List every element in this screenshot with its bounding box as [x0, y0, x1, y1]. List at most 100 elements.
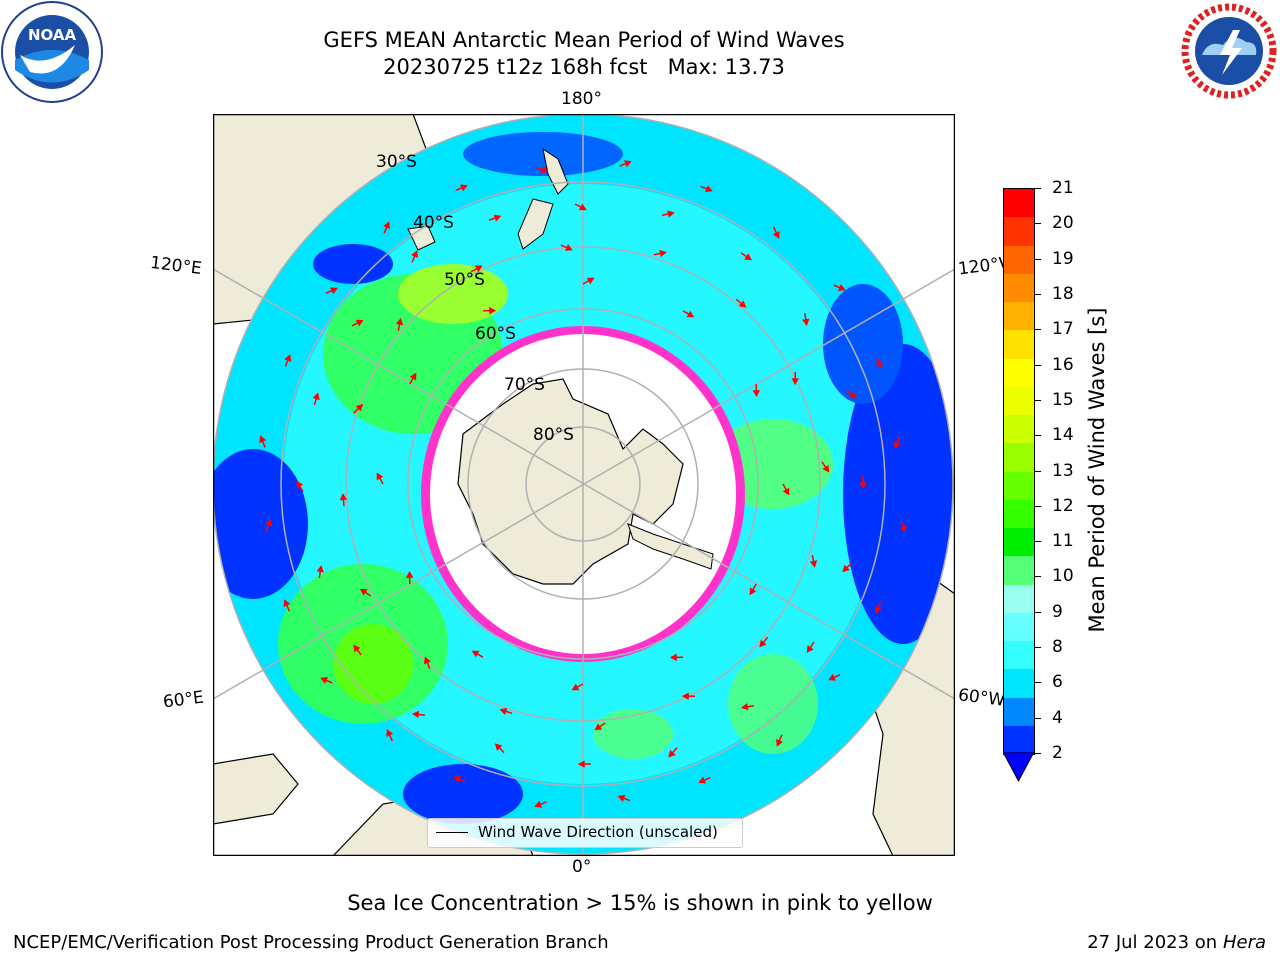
nws-logo — [1181, 3, 1277, 99]
colorbar-tick-label: 21 — [1052, 178, 1074, 198]
colorbar-segment — [1004, 528, 1034, 557]
wind-arrow-head — [776, 738, 783, 747]
lon-label-60w: 60°W — [956, 685, 1006, 711]
wind-arrow-head — [659, 249, 667, 258]
wind-arrow-head — [837, 284, 846, 291]
wind-arrow-head — [667, 210, 675, 218]
colorbar-segment — [1004, 245, 1034, 275]
wind-arrow-head — [802, 318, 810, 326]
wind-arrow-head — [806, 645, 814, 653]
wind-arrow-head — [284, 354, 292, 362]
wind-arrow-head — [623, 160, 632, 168]
colorbar-tick-mark — [1034, 293, 1041, 295]
wind-arrow-head — [571, 683, 580, 691]
wind-arrow-head — [283, 599, 291, 608]
colorbar-tick-mark — [1034, 753, 1041, 754]
wind-arrow-head — [330, 287, 338, 295]
wind-arrow-head — [376, 472, 384, 481]
wind-arrow-head — [565, 244, 573, 251]
colorbar-tick-label: 10 — [1052, 566, 1074, 587]
colorbar-segment — [1004, 584, 1034, 614]
madagascar-land — [213, 753, 299, 825]
chart-title-line1: GEFS MEAN Antarctic Mean Period of Wind … — [323, 28, 845, 52]
colorbar-tick-mark — [1034, 541, 1041, 543]
lon-label-0: 0° — [572, 857, 592, 877]
wind-arrow-head — [668, 749, 676, 758]
colorbar-segment — [1004, 499, 1034, 529]
wind-arrow-head — [828, 673, 836, 681]
wind-arrow-head — [772, 231, 780, 239]
wind-arrow-head — [617, 794, 626, 802]
wind-arrow-head — [540, 166, 549, 174]
wind-arrow-head — [534, 800, 543, 808]
colorbar-tick-label: 6 — [1052, 672, 1063, 693]
wind-arrow-head — [749, 587, 757, 596]
colorbar-tick-mark — [1034, 647, 1041, 649]
colorbar-segment — [1004, 443, 1034, 472]
colorbar-tick-label: 4 — [1052, 707, 1063, 728]
colorbar-tick-mark — [1034, 188, 1041, 189]
wind-arrow-head — [738, 300, 747, 308]
wind-arrow-head — [809, 560, 818, 568]
colorbar-segment — [1004, 612, 1034, 642]
wind-arrow-head — [705, 185, 713, 193]
footer-date-text: 27 Jul 2023 on — [1087, 932, 1223, 953]
colorbar-tick-label: 13 — [1052, 460, 1074, 481]
wind-arrow-head — [874, 606, 882, 614]
wind-arrow-head — [383, 221, 390, 230]
wind-arrow-head — [698, 776, 707, 784]
colorbar-tick-label: 9 — [1052, 601, 1063, 622]
colorbar-tick-mark — [1034, 470, 1041, 472]
wind-arrow-head — [386, 729, 394, 737]
wind-arrow-head — [669, 653, 677, 662]
colorbar-tick-label: 8 — [1052, 637, 1063, 658]
sea-ice-note: Sea Ice Concentration > 15% is shown in … — [347, 891, 933, 915]
wind-arrow-head — [355, 403, 364, 412]
colorbar-tick-mark — [1034, 682, 1041, 684]
colorbar-segment — [1004, 330, 1034, 359]
wind-arrow-head — [493, 214, 502, 222]
colorbar-label: Mean Period of Wind Waves [s] — [1085, 307, 1109, 633]
colorbar-tick-label: 16 — [1052, 354, 1074, 375]
wind-arrow-head — [741, 703, 749, 711]
colorbar-segment — [1004, 641, 1034, 670]
map-legend: Wind Wave Direction (unscaled) — [427, 818, 743, 848]
wind-arrow-head — [494, 743, 503, 751]
colorbar — [1003, 188, 1035, 755]
colorbar-tick-label: 11 — [1052, 531, 1074, 552]
wind-arrow-head — [339, 493, 348, 501]
wind-arrow-head — [320, 677, 329, 684]
wind-arrow-head — [459, 184, 468, 192]
lon-label-60e: 60°E — [161, 687, 205, 713]
wind-arrow-head — [499, 707, 508, 715]
wind-arrow-head — [681, 692, 689, 700]
colorbar-segment — [1004, 669, 1034, 698]
colorbar-tick-mark — [1034, 399, 1041, 401]
colorbar-tick-label: 17 — [1052, 319, 1074, 340]
colorbar-tick-mark — [1034, 364, 1041, 366]
colorbar-tick-label: 2 — [1052, 743, 1063, 763]
colorbar-tick-mark — [1034, 329, 1041, 331]
colorbar-segment — [1004, 273, 1034, 303]
colorbar-segment — [1004, 189, 1034, 218]
lat-label-60s: 60°S — [475, 324, 516, 344]
wind-arrow-head — [405, 570, 414, 578]
lat-label-50s: 50°S — [444, 270, 485, 290]
legend-label: Wind Wave Direction (unscaled) — [478, 823, 718, 841]
wind-arrow-head — [842, 564, 850, 573]
colorbar-tick-label: 19 — [1052, 248, 1074, 269]
wind-arrow-head — [355, 319, 364, 327]
lon-label-120e: 120°E — [148, 252, 203, 280]
longitude-grid — [213, 114, 955, 856]
footer-branch: NCEP/EMC/Verification Post Processing Pr… — [13, 932, 609, 953]
lat-label-40s: 40°S — [413, 213, 454, 233]
wind-arrow-head — [411, 250, 418, 259]
wind-arrow-head — [822, 464, 830, 473]
wind-arrow-head — [893, 441, 901, 450]
wind-arrow-head — [423, 656, 431, 665]
wind-arrow-head — [489, 306, 497, 315]
new-zealand-land — [517, 147, 569, 250]
wind-arrow-head — [474, 265, 483, 273]
noaa-logo-text: NOAA — [28, 26, 77, 44]
colorbar-tick-label: 12 — [1052, 495, 1074, 516]
